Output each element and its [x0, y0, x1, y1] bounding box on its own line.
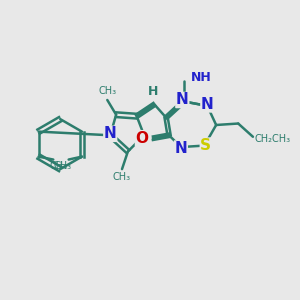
Text: N: N: [175, 141, 187, 156]
Text: S: S: [200, 138, 211, 153]
Text: N: N: [176, 92, 189, 107]
Text: NH: NH: [191, 71, 212, 84]
Text: N: N: [104, 126, 117, 141]
Text: CH₃: CH₃: [50, 161, 68, 171]
Text: CH₂CH₃: CH₂CH₃: [254, 134, 290, 144]
Text: H: H: [148, 85, 158, 98]
Text: N: N: [201, 97, 214, 112]
Text: CH₃: CH₃: [98, 85, 116, 96]
Text: CH₃: CH₃: [54, 161, 72, 171]
Text: O: O: [136, 131, 148, 146]
Text: CH₃: CH₃: [113, 172, 131, 182]
